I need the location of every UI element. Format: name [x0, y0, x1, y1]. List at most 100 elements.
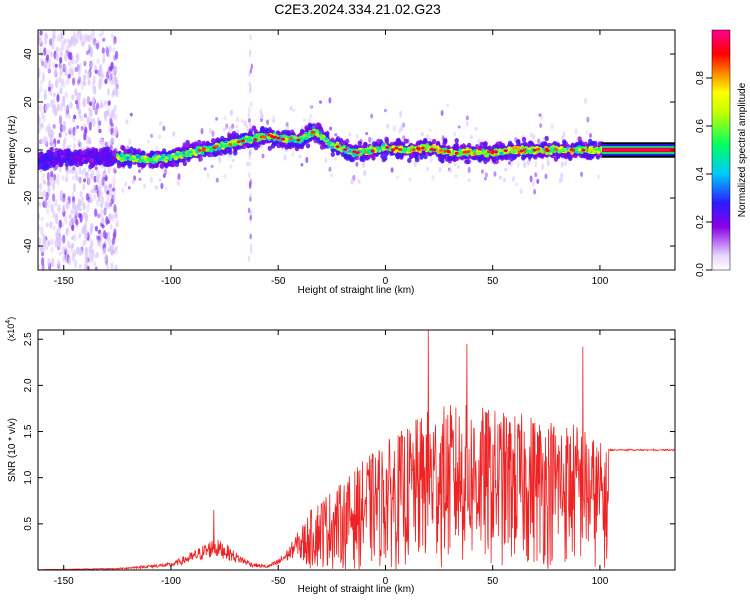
- noise-speck: [76, 31, 80, 38]
- noise-speck: [110, 247, 114, 256]
- ridge-cell: [270, 143, 276, 149]
- noise-speck: [114, 66, 118, 74]
- ridge-cell: [105, 156, 110, 162]
- spectral-speck: [348, 132, 352, 137]
- noise-speck: [65, 175, 69, 183]
- ridge-cell: [403, 138, 408, 144]
- noise-speck: [53, 178, 58, 183]
- spectral-speck: [329, 126, 333, 131]
- noise-speck: [111, 68, 115, 76]
- noise-speck: [44, 33, 49, 40]
- spectral-speck: [66, 169, 69, 173]
- noise-speck: [67, 243, 71, 249]
- spectral-speck: [50, 174, 54, 178]
- ridge-cell: [127, 163, 132, 169]
- ridge-cell: [407, 157, 412, 163]
- ridge-cell: [108, 149, 113, 155]
- ridge-cell: [49, 158, 54, 164]
- spectral-speck: [261, 153, 265, 159]
- spectral-speck: [249, 83, 252, 90]
- spectral-speck: [57, 139, 60, 144]
- spectral-speck: [272, 115, 276, 121]
- noise-speck: [92, 103, 96, 111]
- spectral-speck: [249, 150, 252, 157]
- noise-speck: [47, 199, 51, 209]
- noise-speck: [112, 37, 116, 47]
- spectral-speck: [477, 138, 481, 144]
- ridge-cell: [492, 156, 497, 162]
- noise-speck: [52, 226, 56, 231]
- ridge-cell: [233, 150, 238, 156]
- spectral-speck: [580, 171, 584, 177]
- ridge-cell: [396, 138, 401, 144]
- spectral-speck: [206, 172, 210, 179]
- noise-speck: [78, 212, 82, 219]
- noise-speck: [41, 263, 45, 270]
- ridge-cell: [136, 148, 142, 154]
- spectral-speck: [52, 124, 56, 129]
- noise-speck: [92, 75, 96, 85]
- noise-speck: [55, 51, 59, 62]
- noise-speck: [38, 35, 41, 45]
- noise-speck: [40, 251, 45, 257]
- noise-speck: [50, 51, 54, 58]
- spectral-speck: [431, 174, 435, 181]
- noise-speck: [69, 127, 73, 132]
- noise-speck: [94, 266, 98, 270]
- noise-speck: [74, 66, 78, 73]
- spectral-speck: [465, 115, 469, 121]
- spectral-speck: [250, 101, 253, 107]
- ridge-core-cell: [171, 154, 175, 159]
- ridge-cell: [267, 145, 272, 151]
- spectral-speck: [107, 167, 111, 174]
- ridge-cell: [38, 157, 44, 164]
- noise-speck: [107, 236, 111, 246]
- ridge-cell: [197, 139, 202, 145]
- spectral-speck: [413, 160, 417, 168]
- ridge-cell: [198, 156, 203, 162]
- noise-speck: [71, 235, 75, 241]
- noise-speck: [86, 34, 90, 42]
- noise-speck: [76, 53, 80, 63]
- noise-speck: [86, 202, 90, 213]
- noise-speck: [77, 96, 81, 103]
- spectral-speck: [125, 119, 129, 125]
- ridge-cell: [330, 151, 335, 157]
- spectral-speck: [137, 169, 141, 174]
- spectral-speck: [493, 171, 497, 177]
- noise-speck: [89, 51, 93, 58]
- noise-speck: [47, 258, 51, 267]
- noise-speck: [94, 208, 98, 217]
- noise-speck: [61, 245, 65, 255]
- ridge-core-cell: [132, 155, 136, 159]
- noise-speck: [47, 86, 52, 92]
- noise-speck: [40, 245, 44, 253]
- noise-speck: [50, 246, 54, 253]
- spectral-speck: [200, 127, 204, 135]
- noise-speck: [40, 191, 45, 202]
- spectral-speck: [292, 108, 296, 112]
- noise-speck: [104, 256, 108, 261]
- noise-speck: [67, 114, 71, 119]
- noise-speck: [52, 210, 56, 219]
- spectral-speck: [247, 106, 251, 113]
- spectral-speck: [283, 154, 287, 161]
- spectral-speck: [544, 173, 548, 179]
- spectral-speck: [231, 123, 235, 129]
- ridge-core-cell: [342, 144, 347, 149]
- noise-speck: [75, 175, 79, 182]
- noise-speck: [76, 79, 81, 86]
- spectral-speck: [574, 128, 578, 135]
- spectral-speck: [203, 167, 207, 171]
- ridge-core-cell: [241, 136, 246, 140]
- noise-speck: [84, 126, 88, 135]
- noise-speck: [59, 68, 63, 77]
- spectral-speck: [400, 124, 404, 132]
- noise-speck: [83, 113, 87, 119]
- spectral-speck: [158, 178, 162, 182]
- ridge-cell: [62, 150, 68, 156]
- noise-speck: [61, 174, 65, 182]
- noise-speck: [82, 203, 86, 211]
- noise-speck: [109, 214, 113, 220]
- ridge-core-cell: [577, 145, 582, 149]
